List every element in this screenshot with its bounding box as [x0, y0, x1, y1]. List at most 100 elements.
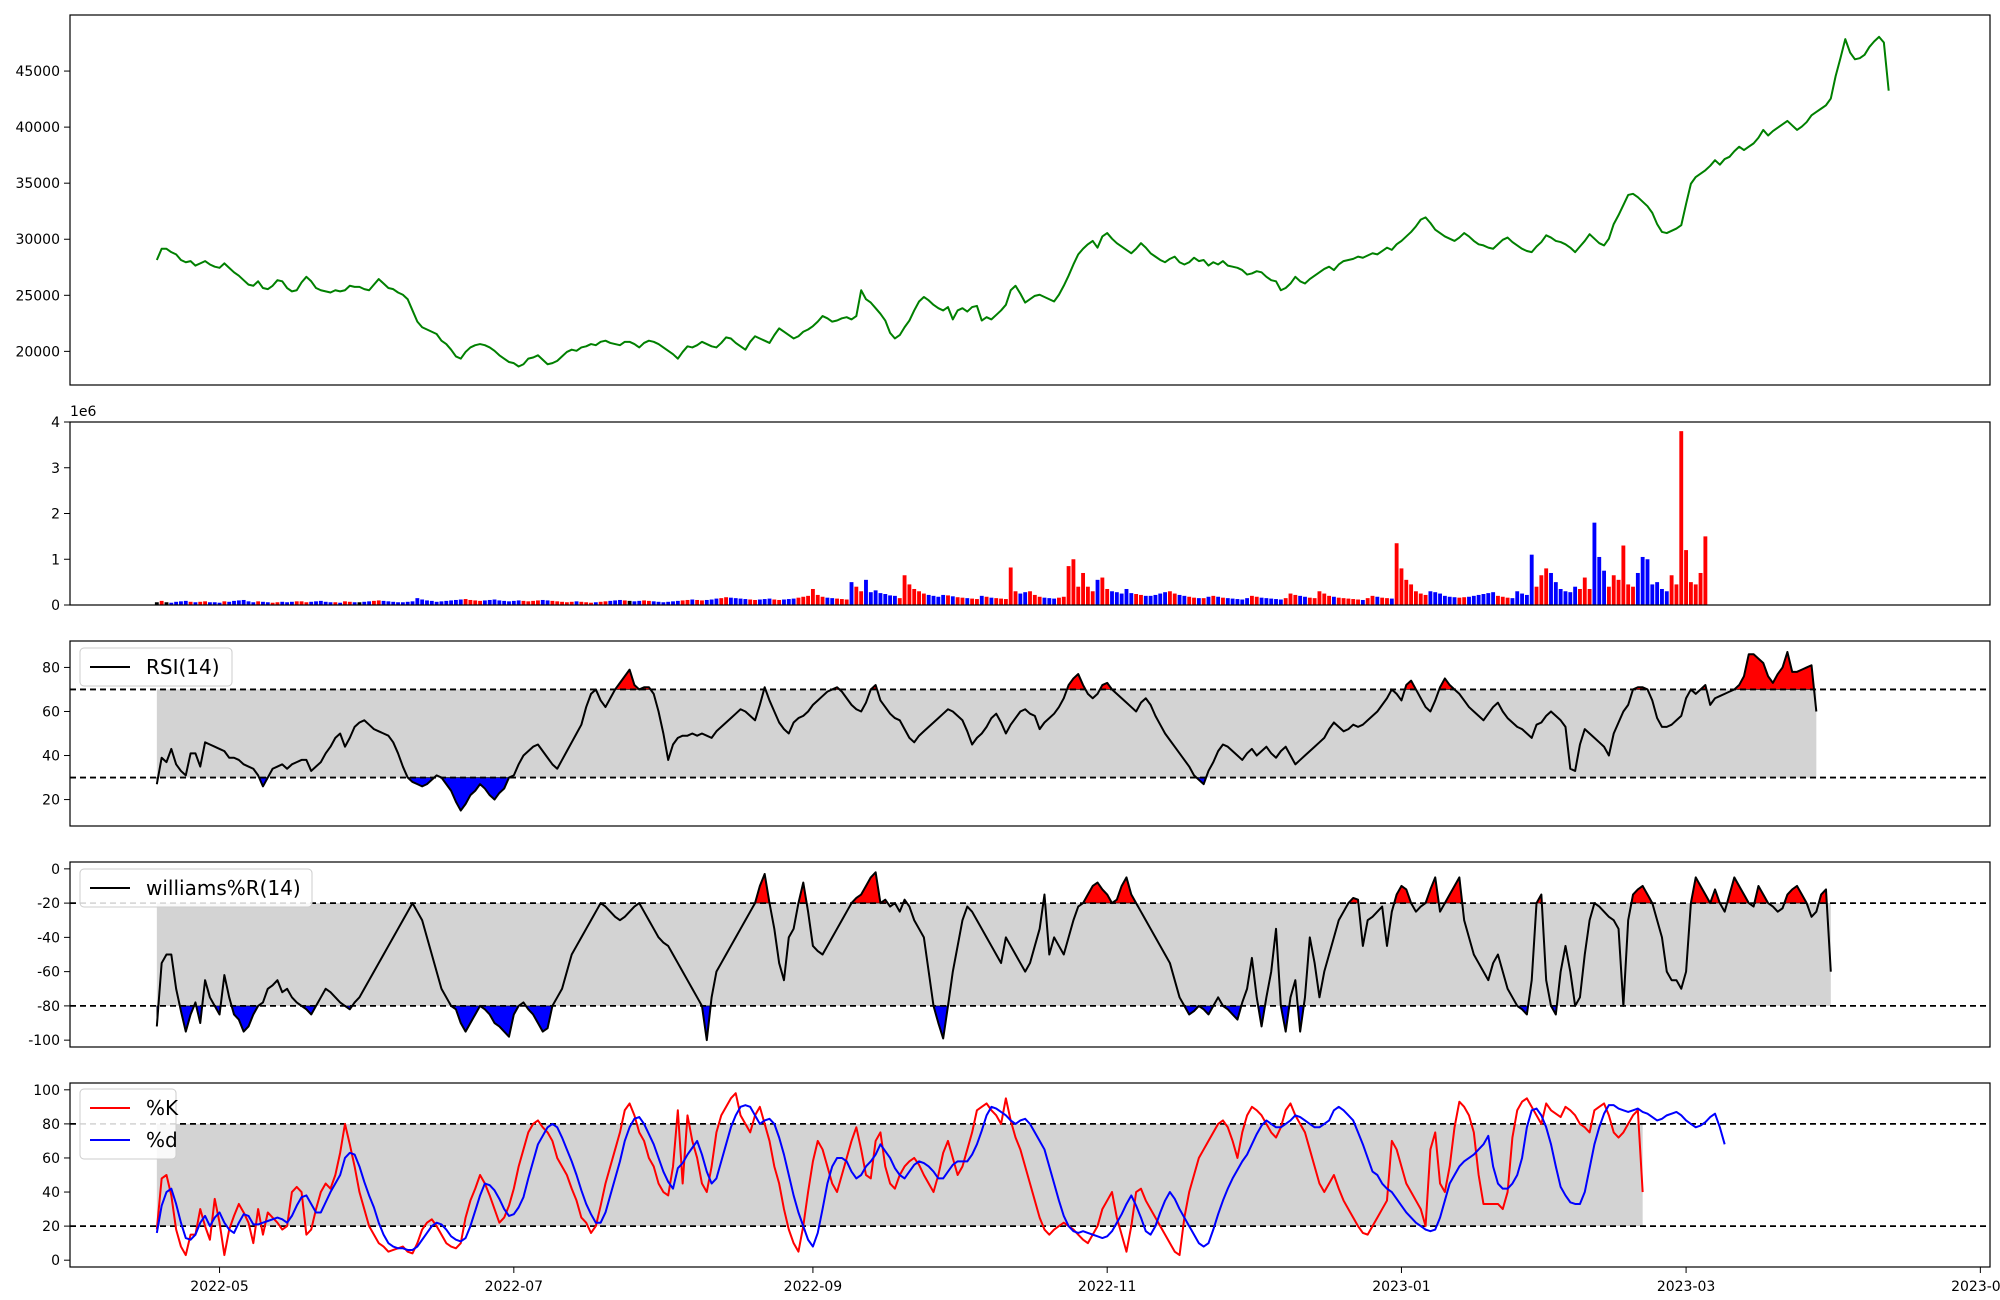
- volume-bar: [1669, 575, 1674, 605]
- volume-bar: [1216, 596, 1221, 605]
- volume-bar: [280, 601, 285, 605]
- volume-bar: [1481, 594, 1486, 605]
- volume-bar: [227, 601, 232, 605]
- volume-bar: [1442, 595, 1447, 605]
- volume-bar: [777, 599, 782, 605]
- stochastic-ytick-label: 0: [51, 1253, 60, 1269]
- volume-bar: [511, 600, 516, 605]
- volume-bar: [188, 601, 193, 605]
- volume-bar: [1057, 597, 1061, 605]
- volume-bar: [907, 584, 912, 605]
- price-ytick-label: 40000: [15, 120, 60, 136]
- rsi-legend-label: RSI(14): [146, 655, 220, 679]
- volume-bar: [748, 599, 753, 605]
- volume-bar: [159, 600, 164, 605]
- rsi-panel: 20 40 60 80: [42, 640, 1991, 827]
- volume-bar: [1119, 593, 1124, 605]
- stoch-k-legend-label: %K: [146, 1096, 179, 1120]
- volume-bar: [1042, 597, 1047, 605]
- volume-bar: [318, 600, 323, 605]
- volume-bar: [362, 601, 367, 605]
- volume-bar: [1418, 593, 1423, 605]
- volume-bar: [386, 601, 391, 605]
- volume-bar: [164, 602, 169, 605]
- volume-bar: [473, 600, 478, 605]
- volume-bar: [1240, 599, 1245, 605]
- volume-bar: [217, 602, 222, 605]
- volume-bar: [1114, 592, 1119, 605]
- volume-bar: [1616, 579, 1621, 605]
- volume-bar: [786, 599, 791, 605]
- volume-bar: [1249, 595, 1254, 605]
- rsi-ytick-label: 20: [42, 793, 60, 809]
- volume-bar: [1307, 597, 1312, 605]
- volume-bar: [700, 600, 704, 605]
- volume-bar: [946, 595, 950, 605]
- volume-bar: [1688, 582, 1693, 606]
- volume-bar: [458, 599, 463, 605]
- volume-bar: [921, 593, 926, 605]
- volume-bar: [912, 588, 917, 605]
- volume-bar: [1370, 595, 1375, 605]
- volume-bar: [492, 599, 497, 605]
- volume-bar: [1635, 572, 1640, 605]
- volume-bar: [1143, 595, 1148, 605]
- volume-bar: [1650, 584, 1655, 605]
- volume-bar: [1211, 595, 1216, 605]
- volume-bar: [536, 600, 540, 605]
- volume-bar: [333, 602, 338, 605]
- williams-ytick-label: -100: [28, 1033, 60, 1049]
- volume-bar: [531, 600, 536, 605]
- volume-bar: [1524, 594, 1529, 605]
- volume-bar: [347, 601, 352, 605]
- volume-bar: [183, 600, 188, 605]
- volume-bar: [439, 601, 444, 605]
- price-frame: [69, 14, 1991, 386]
- volume-bar: [1110, 591, 1114, 605]
- volume-bar: [371, 600, 376, 605]
- volume-bar: [1341, 598, 1346, 605]
- price-ytick-label: 20000: [15, 344, 60, 360]
- volume-bar: [926, 594, 931, 605]
- volume-bar: [941, 594, 946, 605]
- volume-bar: [1196, 598, 1201, 605]
- volume-bar: [772, 599, 777, 605]
- volume-bar: [1254, 596, 1259, 605]
- rsi-series-line-0: [155, 651, 1818, 812]
- volume-bar: [1153, 594, 1158, 605]
- volume-bar: [1336, 597, 1341, 605]
- volume-bar: [405, 601, 410, 605]
- rsi-legend-box: [79, 647, 233, 687]
- williams-r-legend-box: [79, 868, 313, 908]
- volume-bar: [425, 600, 429, 605]
- volume-ytick-label: 3: [51, 461, 60, 477]
- volume-bar: [232, 600, 236, 605]
- volume-bar: [613, 600, 618, 605]
- volume-bar: [1606, 586, 1611, 605]
- volume-bar: [714, 598, 719, 605]
- volume-bar: [400, 602, 405, 605]
- volume-bar: [1563, 591, 1568, 605]
- volume-bar: [1471, 595, 1476, 605]
- x-tick-label: 2022-05: [190, 1279, 249, 1295]
- volume-bar: [695, 599, 700, 605]
- stochastic-ytick-label: 80: [42, 1117, 60, 1133]
- volume-bar: [1394, 543, 1399, 605]
- volume-bar: [396, 602, 400, 605]
- rsi-frame: [69, 640, 1991, 827]
- volume-bar: [1698, 572, 1703, 605]
- volume-bar: [1602, 570, 1606, 605]
- volume-bar: [1095, 579, 1100, 605]
- volume-bar: [1187, 596, 1192, 605]
- volume-bar: [1520, 593, 1524, 605]
- volume-bar: [1013, 591, 1018, 605]
- volume-bar: [338, 602, 343, 605]
- volume-bar: [791, 598, 796, 605]
- volume-bar: [1409, 584, 1414, 605]
- volume-bar: [1496, 595, 1500, 605]
- volume-bar: [1534, 586, 1539, 605]
- volume-bar: [1626, 584, 1631, 605]
- volume-bar: [1544, 568, 1549, 605]
- volume-bar: [1225, 598, 1230, 605]
